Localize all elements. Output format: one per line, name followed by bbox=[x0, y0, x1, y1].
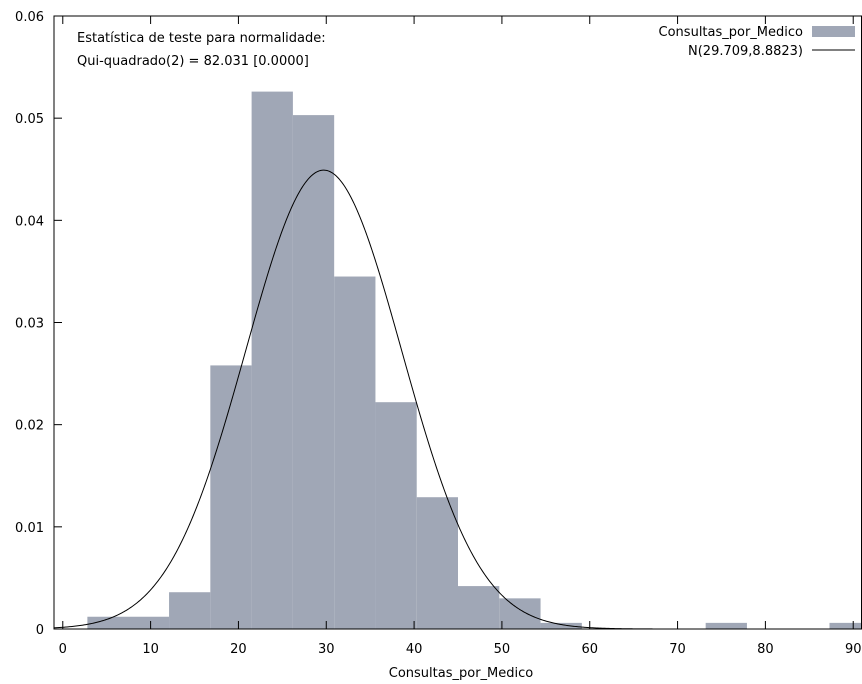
annotation-statistic: Qui-quadrado(2) = 82.031 [0.0000] bbox=[77, 54, 309, 69]
x-tick-label: 60 bbox=[581, 642, 598, 657]
legend-label-normal: N(29.709,8.8823) bbox=[688, 44, 803, 59]
histogram-bar-10 bbox=[540, 622, 582, 629]
y-tick-label: 0.04 bbox=[15, 214, 44, 229]
x-tick-label: 20 bbox=[230, 642, 247, 657]
annotation-title: Estatística de teste para normalidade: bbox=[77, 31, 326, 46]
histogram-bar-11 bbox=[705, 622, 747, 629]
histogram-bar-0 bbox=[87, 616, 170, 629]
x-tick-label: 90 bbox=[845, 642, 862, 657]
legend: Consultas_por_Medico N(29.709,8.8823) bbox=[659, 25, 855, 59]
histogram-bar-12 bbox=[829, 622, 862, 629]
legend-label-histogram: Consultas_por_Medico bbox=[659, 25, 804, 40]
x-axis-label: Consultas_por_Medico bbox=[389, 666, 534, 681]
y-tick-label: 0.02 bbox=[15, 419, 44, 434]
histogram-bar-7 bbox=[416, 497, 458, 629]
histogram-bar-4 bbox=[292, 115, 335, 629]
y-tick-label: 0.05 bbox=[15, 112, 44, 127]
y-axis-ticks: 0 0.01 0.02 0.03 0.04 0.05 0.06 bbox=[15, 10, 62, 638]
histogram-bar-8 bbox=[458, 586, 500, 629]
x-tick-label: 0 bbox=[59, 642, 67, 657]
histogram-bar-2 bbox=[210, 365, 252, 629]
x-tick-label: 30 bbox=[318, 642, 335, 657]
histogram-bar-5 bbox=[334, 276, 376, 629]
y-tick-label: 0 bbox=[36, 623, 44, 638]
histogram-bar-1 bbox=[169, 592, 211, 629]
histogram-bar-3 bbox=[251, 91, 293, 629]
x-tick-label: 70 bbox=[669, 642, 686, 657]
y-tick-label: 0.03 bbox=[15, 317, 44, 332]
x-axis-ticks: 0 10 20 30 40 50 60 70 80 90 bbox=[59, 16, 862, 657]
x-tick-label: 40 bbox=[406, 642, 423, 657]
x-tick-label: 50 bbox=[494, 642, 511, 657]
legend-swatch-histogram bbox=[812, 26, 855, 37]
histogram-bars bbox=[87, 91, 862, 629]
x-tick-label: 80 bbox=[757, 642, 774, 657]
histogram-bar-6 bbox=[375, 402, 417, 629]
histogram-bar-9 bbox=[499, 598, 541, 629]
x-tick-label: 10 bbox=[142, 642, 159, 657]
y-tick-label: 0.01 bbox=[15, 521, 44, 536]
y-tick-label: 0.06 bbox=[15, 10, 44, 25]
